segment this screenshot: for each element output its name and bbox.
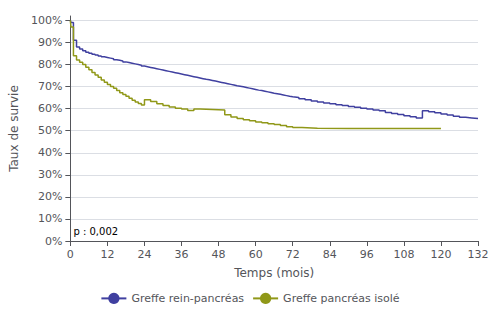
- svg-text:60: 60: [249, 248, 263, 261]
- svg-text:10%: 10%: [38, 212, 62, 225]
- svg-text:90%: 90%: [38, 36, 62, 49]
- svg-text:Greffe rein-pancréas: Greffe rein-pancréas: [131, 292, 244, 305]
- svg-text:96: 96: [360, 248, 374, 261]
- svg-text:84: 84: [323, 248, 337, 261]
- svg-text:30%: 30%: [38, 168, 62, 181]
- svg-text:20%: 20%: [38, 190, 62, 203]
- svg-text:100%: 100%: [31, 14, 62, 27]
- svg-text:0: 0: [67, 248, 74, 261]
- svg-text:24: 24: [137, 248, 151, 261]
- svg-text:72: 72: [286, 248, 300, 261]
- svg-text:60%: 60%: [38, 102, 62, 115]
- svg-text:0%: 0%: [45, 235, 62, 248]
- svg-text:Temps (mois): Temps (mois): [233, 266, 314, 280]
- svg-text:36: 36: [175, 248, 189, 261]
- svg-text:p : 0,002: p : 0,002: [73, 226, 118, 237]
- svg-text:80%: 80%: [38, 58, 62, 71]
- svg-text:120: 120: [430, 248, 451, 261]
- svg-text:70%: 70%: [38, 80, 62, 93]
- svg-text:Taux de survie: Taux de survie: [7, 85, 21, 173]
- svg-text:132: 132: [468, 248, 489, 261]
- svg-text:108: 108: [393, 248, 414, 261]
- svg-text:50%: 50%: [38, 124, 62, 137]
- svg-text:12: 12: [100, 248, 114, 261]
- svg-text:48: 48: [212, 248, 226, 261]
- svg-text:Greffe pancréas isolé: Greffe pancréas isolé: [283, 292, 400, 305]
- svg-text:40%: 40%: [38, 146, 62, 159]
